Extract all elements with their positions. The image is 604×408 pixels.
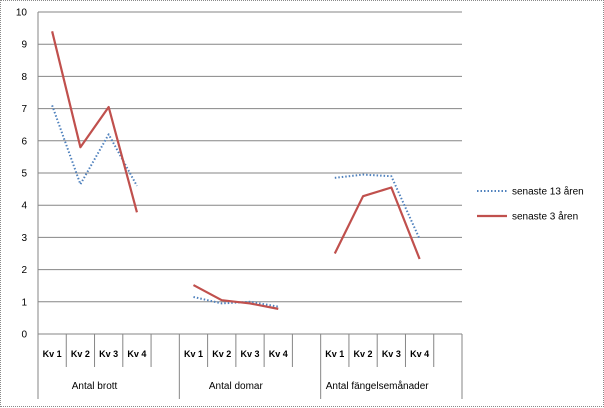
y-tick-label: 0 <box>21 330 27 341</box>
y-tick-label: 2 <box>21 265 27 276</box>
legend-label: senaste 3 åren <box>512 211 578 223</box>
category-label: Kv 1 <box>325 349 344 359</box>
category-label: Kv 4 <box>269 349 288 359</box>
category-label: Kv 3 <box>240 349 259 359</box>
category-label: Kv 3 <box>99 349 118 359</box>
y-tick-label: 6 <box>21 136 27 147</box>
category-label: Kv 2 <box>354 349 373 359</box>
category-label: Kv 4 <box>410 349 429 359</box>
legend: senaste 13 åren senaste 3 åren <box>477 186 584 223</box>
y-tick-label: 10 <box>16 8 28 19</box>
series-layer <box>52 31 420 309</box>
y-tick-label: 1 <box>21 297 27 308</box>
group-label: Antal brott <box>72 381 118 392</box>
group-label: Antal fängelsemånader <box>326 380 430 392</box>
category-label: Kv 2 <box>212 349 231 359</box>
y-tick-label: 8 <box>21 72 27 83</box>
y-tick-label: 5 <box>21 169 27 180</box>
axis-layer: 0 1 2 3 4 5 6 7 8 9 10 Kv 1 Kv 2 Kv 3 Kv 4 Antal brott K… <box>16 8 462 400</box>
category-label: Kv 3 <box>382 349 401 359</box>
grid-layer <box>38 12 462 334</box>
category-label: Kv 2 <box>71 349 90 359</box>
y-tick-label: 7 <box>21 104 27 115</box>
category-label: Kv 1 <box>43 349 62 359</box>
category-label: Kv 4 <box>127 349 146 359</box>
series-line <box>52 31 137 212</box>
y-tick-label: 3 <box>21 233 27 244</box>
series-line <box>52 105 137 186</box>
group-label: Antal domar <box>209 381 264 392</box>
series-line <box>193 285 278 309</box>
legend-label: senaste 13 åren <box>512 186 584 198</box>
y-tick-label: 9 <box>21 40 27 51</box>
series-line <box>335 187 420 258</box>
category-label: Kv 1 <box>184 349 203 359</box>
y-tick-label: 4 <box>21 201 27 212</box>
